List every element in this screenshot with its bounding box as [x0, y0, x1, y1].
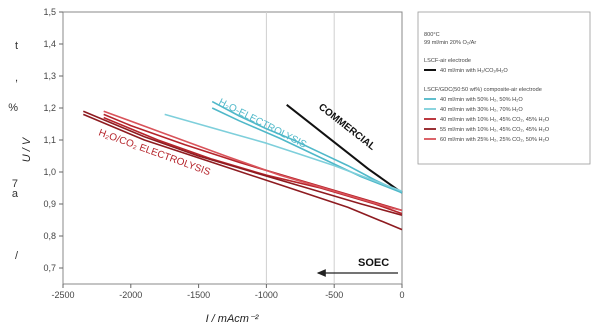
series-layer [82, 100, 403, 231]
left-text-fragment: / [14, 250, 18, 262]
x-tick-label: -2000 [119, 290, 142, 300]
y-tick-label: 0,9 [43, 199, 56, 209]
left-text-fragment: 7 [11, 178, 18, 190]
series-line [82, 113, 403, 231]
grid-lines [265, 12, 335, 284]
left-text-fragment: , [14, 72, 18, 84]
plot-area [62, 11, 403, 285]
series-line [211, 100, 403, 194]
x-tick-label: -2500 [51, 290, 74, 300]
y-tick-label: 0,8 [43, 231, 56, 241]
x-axis-ticks: -2500 -2000 -1500 -1000 -500 0 [51, 284, 405, 300]
legend-item: 40 ml/min with 10% H₂, 45% CO₂, 45% H₂O [440, 117, 550, 123]
y-tick-label: 1,1 [43, 135, 56, 145]
legend-item: 60 ml/min with 25% H₂, 25% CO₂, 50% H₂O [440, 137, 550, 143]
x-tick-label: -1000 [255, 290, 278, 300]
y-axis-ticks: 0,7 0,8 0,9 1,0 1,1 1,2 1,3 1,4 1,5 [43, 7, 63, 273]
legend-item: 40 ml/min with 50% H₂, 50% H₂O [440, 97, 523, 103]
legend-box [417, 11, 591, 165]
y-tick-label: 1,4 [43, 39, 56, 49]
legend-group1-title: LSCF-air electrode [424, 58, 471, 64]
left-text-fragment: t [14, 40, 18, 52]
legend-item: 40 ml/min with 30% H₂, 70% H₂O [440, 107, 523, 113]
series-line [103, 110, 403, 212]
legend-item-commercial: 40 ml/min with H₂/CO₂/H₂O [440, 68, 508, 74]
y-tick-label: 1,2 [43, 103, 56, 113]
legend-item: 55 ml/min with 10% H₂, 45% CO₂, 45% H₂O [440, 127, 550, 133]
x-tick-label: 0 [399, 290, 404, 300]
legend-group2-items: 40 ml/min with 50% H₂, 50% H₂O 40 ml/min … [424, 97, 550, 143]
legend-header-2: 99 ml/min 20% O₂/Ar [424, 40, 476, 46]
left-text-strip: t,% 7 a / [0, 0, 24, 327]
y-tick-label: 1,0 [43, 167, 56, 177]
series-line [211, 107, 403, 194]
y-tick-label: 0,7 [43, 263, 56, 273]
annotation-soec: SOEC [358, 257, 389, 269]
legend: 800°C 99 ml/min 20% O₂/Ar LSCF-air elect… [417, 11, 591, 165]
series-line [164, 113, 403, 192]
series-line [286, 104, 403, 194]
x-tick-label: -500 [325, 290, 343, 300]
left-text-fragment: % [8, 102, 18, 114]
x-axis-title: I / mAcm⁻² [206, 313, 259, 325]
left-text-fragment: a [11, 188, 18, 200]
y-axis-title: U / V [21, 136, 33, 162]
legend-group2-title: LSCF/GDC(50:50 wt%) composite-air electr… [424, 87, 542, 93]
x-tick-label: -1500 [187, 290, 210, 300]
legend-header-1: 800°C [424, 32, 440, 38]
series-line [82, 110, 403, 216]
y-tick-label: 1,3 [43, 71, 56, 81]
y-tick-label: 1,5 [43, 7, 56, 17]
